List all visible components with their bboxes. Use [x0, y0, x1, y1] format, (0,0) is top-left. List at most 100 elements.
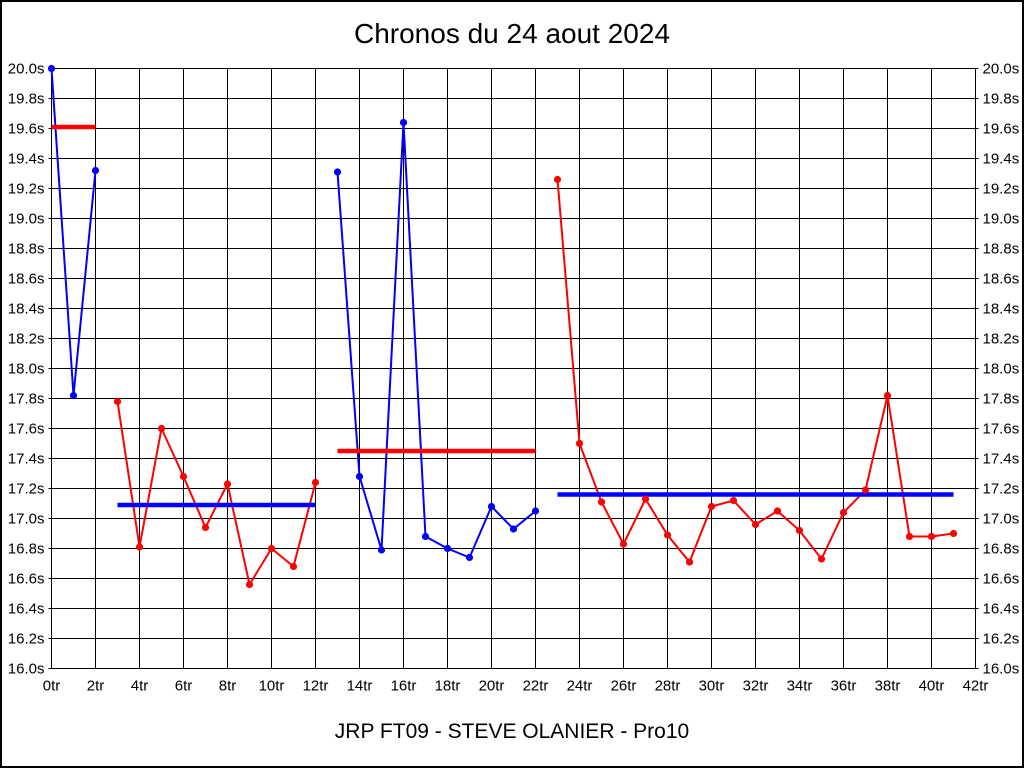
x-axis-label: 24tr [567, 678, 593, 695]
x-axis-label: 0tr [43, 678, 61, 695]
data-point-markers [47, 64, 958, 589]
data-point-marker [817, 555, 826, 563]
y-axis-label-right: 19.6s [983, 121, 1020, 138]
y-axis-label-right: 19.4s [983, 151, 1020, 168]
data-point-marker [641, 495, 650, 503]
y-axis-label-right: 18.6s [983, 271, 1020, 288]
y-axis-label-right: 16.6s [983, 571, 1020, 588]
data-point-marker [949, 529, 958, 538]
data-point-marker [333, 168, 342, 176]
data-point-marker [113, 397, 122, 406]
y-axis-label-left: 16.4s [8, 601, 45, 618]
y-axis-label-right: 17.0s [983, 511, 1020, 528]
data-point-marker [553, 175, 562, 184]
data-point-marker [619, 540, 628, 548]
y-axis-label-right: 16.0s [983, 661, 1020, 678]
data-point-marker [245, 580, 254, 589]
data-point-marker [443, 544, 452, 553]
x-axis-label: 22tr [523, 678, 549, 695]
y-axis-label-right: 19.0s [983, 211, 1020, 228]
x-axis-label: 30tr [699, 678, 725, 695]
data-point-marker [795, 526, 804, 535]
x-axis-label: 12tr [303, 678, 329, 695]
data-point-marker [69, 391, 78, 400]
y-axis-label-left: 16.2s [8, 631, 45, 648]
data-point-marker [179, 472, 188, 481]
data-point-marker [663, 531, 672, 539]
x-axis-label: 26tr [611, 678, 637, 695]
data-point-marker [377, 546, 386, 554]
data-point-marker [729, 496, 738, 505]
x-axis-label: 36tr [831, 678, 857, 695]
y-axis-label-left: 20.0s [8, 61, 45, 78]
y-axis-label-left: 19.6s [8, 121, 45, 138]
y-axis-label-right: 17.2s [983, 481, 1020, 498]
data-point-marker [91, 166, 100, 175]
y-axis-label-left: 19.2s [8, 181, 45, 198]
x-axis-label: 42tr [963, 678, 989, 695]
y-axis-label-right: 18.2s [983, 331, 1020, 348]
x-axis-label: 40tr [919, 678, 945, 695]
x-axis-label: 4tr [131, 678, 149, 695]
axis-labels: 20.0s 20.0s 19.8s 19.8s 19.6s 19.6s 19.4s 19.4s… [8, 61, 1019, 695]
x-axis-label: 32tr [743, 678, 769, 695]
y-axis-label-right: 18.8s [983, 241, 1020, 258]
y-axis-label-right: 17.6s [983, 421, 1020, 438]
plot-border [51, 68, 976, 669]
data-point-marker [421, 532, 430, 541]
x-axis-label: 16tr [391, 678, 417, 695]
average-lines [51, 124, 954, 508]
data-point-marker [707, 502, 716, 511]
data-point-marker [883, 391, 892, 400]
y-axis-label-left: 19.8s [8, 91, 45, 108]
data-point-marker [135, 543, 144, 551]
data-point-marker [575, 439, 584, 448]
x-axis-label: 28tr [655, 678, 681, 695]
y-axis-label-left: 19.4s [8, 151, 45, 168]
data-point-marker [355, 472, 364, 481]
y-axis-label-right: 16.4s [983, 601, 1020, 618]
y-axis-label-left: 16.8s [8, 541, 45, 558]
y-axis-label-left: 17.6s [8, 421, 45, 438]
y-axis-label-left: 16.6s [8, 571, 45, 588]
data-point-marker [773, 507, 782, 515]
data-point-marker [685, 558, 694, 566]
data-point-marker [157, 424, 166, 433]
y-axis-label-left: 17.4s [8, 451, 45, 468]
y-axis-label-right: 19.8s [983, 91, 1020, 108]
x-axis-label: 10tr [259, 678, 285, 695]
data-point-marker [597, 498, 606, 506]
data-point-marker [47, 64, 56, 73]
y-axis-label-left: 18.2s [8, 331, 45, 348]
y-axis-label-left: 18.6s [8, 271, 45, 288]
gridlines [48, 68, 979, 669]
data-point-marker [509, 525, 518, 533]
y-axis-label-left: 18.8s [8, 241, 45, 258]
x-axis-label: 8tr [219, 678, 237, 695]
y-axis-label-right: 16.2s [983, 631, 1020, 648]
y-axis-label-left: 18.0s [8, 361, 45, 378]
y-axis-label-right: 19.2s [983, 181, 1020, 198]
y-axis-label-right: 17.4s [983, 451, 1020, 468]
data-point-marker [905, 532, 914, 541]
data-point-marker [223, 480, 232, 488]
x-axis-label: 2tr [87, 678, 105, 695]
data-point-marker [751, 520, 760, 529]
data-point-marker [311, 478, 320, 487]
y-axis-label-left: 17.2s [8, 481, 45, 498]
data-point-marker [267, 544, 276, 553]
data-point-marker [289, 562, 298, 571]
x-axis-label: 6tr [175, 678, 193, 695]
y-axis-label-left: 19.0s [8, 211, 45, 228]
data-point-marker [927, 532, 936, 541]
y-axis-label-right: 18.4s [983, 301, 1020, 318]
y-axis-label-left: 16.0s [8, 661, 45, 678]
y-axis-label-right: 18.0s [983, 361, 1020, 378]
x-axis-label: 34tr [787, 678, 813, 695]
x-axis-label: 14tr [347, 678, 373, 695]
y-axis-label-left: 17.8s [8, 391, 45, 408]
y-axis-label-right: 20.0s [983, 61, 1020, 78]
series-line-session-3-blue [336, 122, 537, 559]
